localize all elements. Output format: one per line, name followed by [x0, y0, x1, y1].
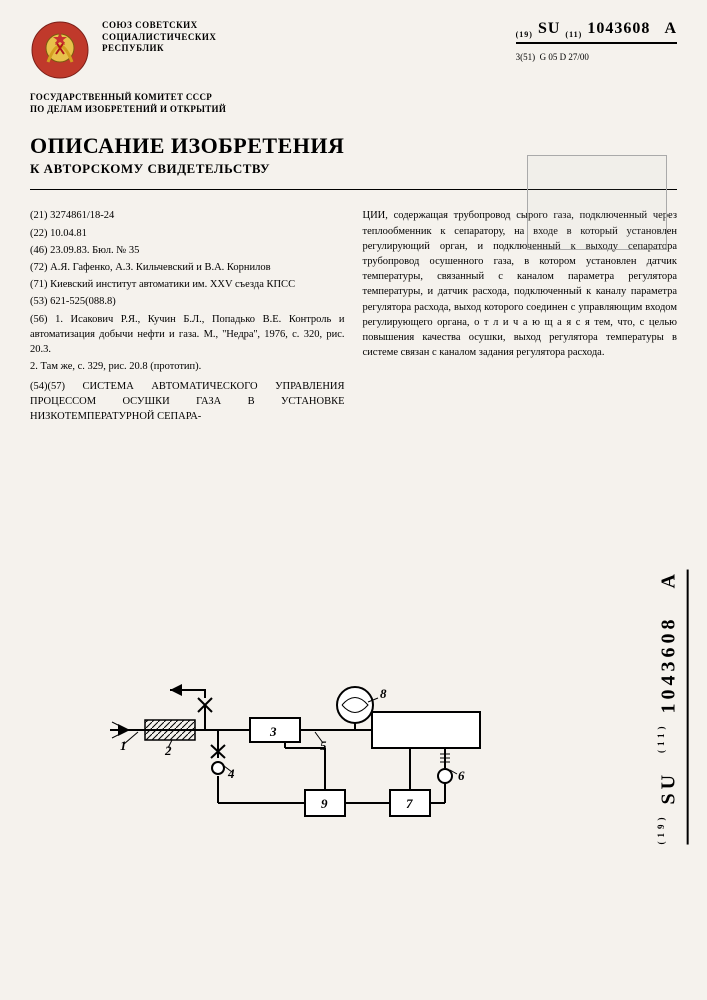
- field-71: (71) Киевский институт автоматики им. XX…: [30, 277, 345, 292]
- diagram-label-8: 8: [380, 686, 387, 701]
- schematic-diagram: 3 7 9: [110, 650, 490, 850]
- field-72: (72) А.Я. Гафенко, А.З. Кильчевский и В.…: [30, 260, 345, 275]
- diagram-label-2: 2: [164, 743, 172, 758]
- svg-text:7: 7: [406, 796, 413, 811]
- ussr-emblem-icon: [30, 20, 90, 80]
- diagram-label-4: 4: [227, 766, 235, 781]
- field-53: (53) 621-525(088.8): [30, 294, 345, 309]
- svg-text:3: 3: [269, 724, 277, 739]
- field-21: (21) 3274861/18-24: [30, 208, 345, 223]
- diagram-label-6: 6: [458, 768, 465, 783]
- side-patent-number: (19) SU (11) 1043608 A: [656, 570, 689, 845]
- field-54: (54)(57) СИСТЕМА АВТОМАТИЧЕСКОГО УПРАВЛЕ…: [30, 379, 345, 425]
- svg-text:9: 9: [321, 796, 328, 811]
- committee-label: ГОСУДАРСТВЕННЫЙ КОМИТЕТ СССР ПО ДЕЛАМ ИЗ…: [30, 92, 677, 115]
- field-56a: (56) 1. Исакович Р.Я., Кучин Б.Л., Попад…: [30, 312, 345, 358]
- field-56b: 2. Там же, с. 329, рис. 20.8 (прототип).: [30, 359, 345, 374]
- left-column: (21) 3274861/18-24 (22) 10.04.81 (46) 23…: [30, 208, 345, 426]
- union-label: СОЮЗ СОВЕТСКИХ СОЦИАЛИСТИЧЕСКИХ РЕСПУБЛИ…: [102, 20, 216, 55]
- publication-number: (19) SU (11) 1043608 A 3(51) G 05 D 27/0…: [516, 20, 677, 62]
- field-46: (46) 23.09.83. Бюл. № 35: [30, 243, 345, 258]
- diagram-label-1: 1: [120, 738, 127, 753]
- stamp-area: [527, 155, 667, 250]
- field-22: (22) 10.04.81: [30, 226, 345, 241]
